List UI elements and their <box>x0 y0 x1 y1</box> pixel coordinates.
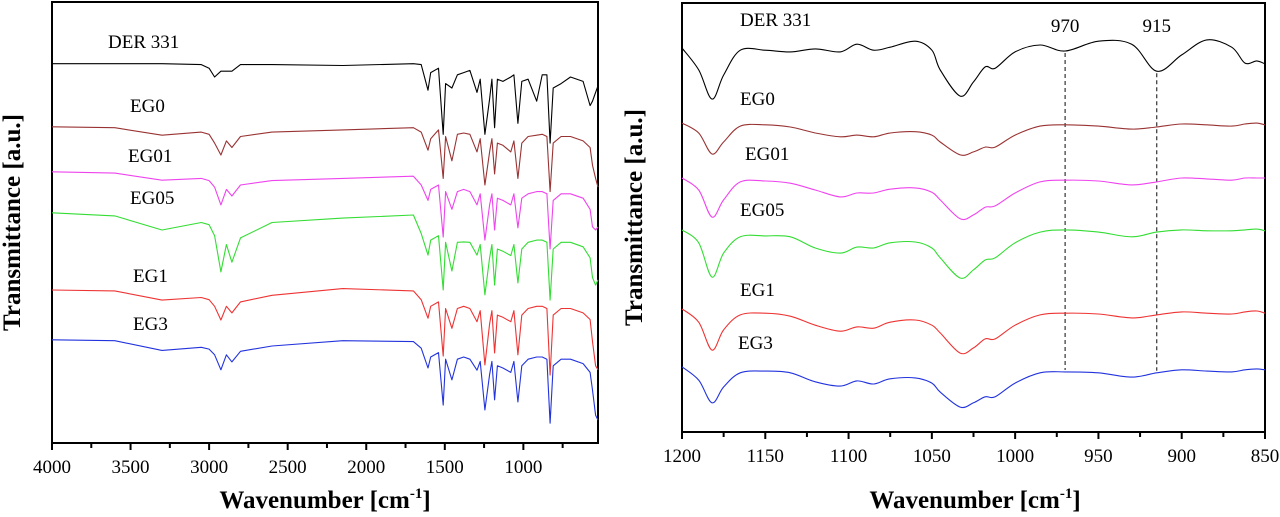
x-tick-label: 1050 <box>913 446 951 467</box>
x-axis-title: Wavenumber [cm-1] <box>219 486 430 514</box>
series-line-eg3 <box>681 366 1266 409</box>
x-tick-label: 4000 <box>33 457 71 478</box>
left-panel-full-spectrum: 4000 3500 3000 2500 2000 1500 1000 Transmittanc… <box>0 1 599 514</box>
series-line-eg1 <box>51 288 599 376</box>
x-tick-label: 3000 <box>190 457 228 478</box>
x-tick-label: 2500 <box>269 457 307 478</box>
x-tick-label: 1500 <box>426 457 464 478</box>
x-tick-label: 950 <box>1084 446 1113 467</box>
series-label: EG01 <box>745 144 789 165</box>
x-axis-title-superscript: -1 <box>410 486 423 502</box>
x-tick-label: 1200 <box>663 446 701 467</box>
series-line-eg01 <box>51 171 599 250</box>
series-label: EG3 <box>738 333 773 354</box>
series-label: EG3 <box>133 314 168 335</box>
series-label: DER 331 <box>740 10 811 31</box>
right-panel-zoomed-spectrum: 1200 1150 1100 1050 1000 950 900 850 Transmittan… <box>621 2 1280 514</box>
x-axis-title-main: Wavenumber [cm <box>219 487 410 514</box>
x-tick-label: 2000 <box>347 457 385 478</box>
y-axis-title: Transmittance [a.u.] <box>0 114 26 331</box>
series-line-eg01 <box>681 177 1265 221</box>
series-label: DER 331 <box>108 32 179 53</box>
series-label: EG0 <box>130 96 165 117</box>
series-line-eg05 <box>51 212 599 301</box>
annotation-label: 970 <box>1051 16 1080 37</box>
series-line-eg1 <box>681 308 1266 355</box>
x-axis-title: Wavenumber [cm-1] <box>869 486 1080 514</box>
series-line-eg0 <box>681 122 1266 156</box>
x-tick-label: 3500 <box>112 457 150 478</box>
x-tick-label: 1150 <box>747 446 784 467</box>
series-line-der-331 <box>681 39 1266 100</box>
series-line-eg0 <box>51 126 599 193</box>
annotation-label: 915 <box>1142 16 1171 37</box>
x-tick-label: 850 <box>1251 446 1280 467</box>
series-label: EG01 <box>128 146 172 167</box>
series-line-eg3 <box>51 339 599 424</box>
x-tick-label: 1000 <box>504 457 542 478</box>
series-label: EG0 <box>740 89 775 110</box>
x-axis-title-main: Wavenumber [cm <box>869 487 1060 514</box>
plot-frame <box>51 1 599 444</box>
series-line-eg05 <box>681 228 1266 279</box>
series-label: EG05 <box>130 188 174 209</box>
series-label: EG05 <box>740 200 784 221</box>
x-tick-label: 1000 <box>996 446 1034 467</box>
y-axis-title: Transmittance [a.u.] <box>621 109 648 326</box>
x-tick-label: 900 <box>1167 446 1196 467</box>
x-axis-title-end: ] <box>422 487 430 514</box>
x-tick-label: 1100 <box>830 446 867 467</box>
series-label: EG1 <box>133 266 168 287</box>
x-axis-title-end: ] <box>1072 487 1080 514</box>
series-label: EG1 <box>740 280 775 301</box>
x-axis-title-superscript: -1 <box>1060 486 1073 502</box>
series-line-der-331 <box>52 63 599 144</box>
